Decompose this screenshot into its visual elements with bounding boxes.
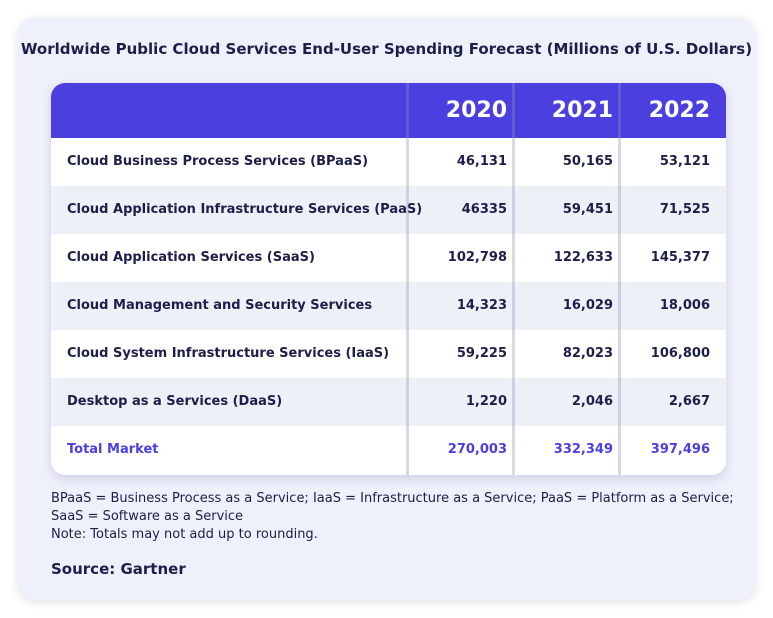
table-row: Cloud Management and Security Services 1… xyxy=(51,282,726,330)
table-row: Cloud System Infrastructure Services (Ia… xyxy=(51,330,726,378)
cell-value: 16,029 xyxy=(562,298,613,313)
column-header-2022: 2022 xyxy=(648,98,710,123)
footnote-line: SaaS = Software as a Service xyxy=(51,509,244,524)
cell-value: 102,798 xyxy=(447,250,507,265)
row-label: Cloud Management and Security Services xyxy=(67,298,373,313)
cell-value: 2,667 xyxy=(668,394,710,409)
footnote-line: BPaaS = Business Process as a Service; I… xyxy=(51,491,734,506)
total-value: 397,496 xyxy=(650,442,710,457)
cell-value: 53,121 xyxy=(659,154,710,169)
cell-value: 50,165 xyxy=(562,154,613,169)
source-credit: Source: Gartner xyxy=(51,560,186,578)
table-row: Cloud Application Infrastructure Service… xyxy=(51,186,726,234)
cell-value: 46,131 xyxy=(456,154,507,169)
cell-value: 71,525 xyxy=(659,202,710,217)
column-divider xyxy=(406,83,409,475)
footnotes: BPaaS = Business Process as a Service; I… xyxy=(51,490,741,544)
table-row: Cloud Business Process Services (BPaaS) … xyxy=(51,138,726,186)
row-label: Cloud System Infrastructure Services (Ia… xyxy=(67,346,390,361)
row-label: Cloud Application Services (SaaS) xyxy=(67,250,315,265)
chart-title: Worldwide Public Cloud Services End-User… xyxy=(20,40,753,58)
data-table: 2020 2021 2022 Cloud Business Process Se… xyxy=(51,83,726,475)
cell-value: 2,046 xyxy=(571,394,613,409)
cell-value: 46335 xyxy=(461,202,507,217)
total-value: 270,003 xyxy=(447,442,507,457)
cell-value: 18,006 xyxy=(659,298,710,313)
chart-card: Worldwide Public Cloud Services End-User… xyxy=(18,18,755,600)
table-row: Desktop as a Services (DaaS) 1,220 2,046… xyxy=(51,378,726,426)
total-row: Total Market 270,003 332,349 397,496 xyxy=(51,426,726,474)
cell-value: 14,323 xyxy=(456,298,507,313)
cell-value: 106,800 xyxy=(650,346,710,361)
cell-value: 59,225 xyxy=(456,346,507,361)
column-header-2021: 2021 xyxy=(551,98,613,123)
column-header-2020: 2020 xyxy=(445,98,507,123)
cell-value: 82,023 xyxy=(562,346,613,361)
total-value: 332,349 xyxy=(553,442,613,457)
row-label: Desktop as a Services (DaaS) xyxy=(67,394,283,409)
row-label: Cloud Application Infrastructure Service… xyxy=(67,202,423,217)
row-label: Cloud Business Process Services (BPaaS) xyxy=(67,154,369,169)
column-divider xyxy=(618,83,621,475)
table-row: Cloud Application Services (SaaS) 102,79… xyxy=(51,234,726,282)
column-divider xyxy=(512,83,515,475)
cell-value: 1,220 xyxy=(465,394,507,409)
total-label: Total Market xyxy=(67,442,159,457)
cell-value: 145,377 xyxy=(650,250,710,265)
footnote-line: Note: Totals may not add up to rounding. xyxy=(51,527,318,542)
table-header: 2020 2021 2022 xyxy=(51,83,726,138)
cell-value: 122,633 xyxy=(553,250,613,265)
cell-value: 59,451 xyxy=(562,202,613,217)
